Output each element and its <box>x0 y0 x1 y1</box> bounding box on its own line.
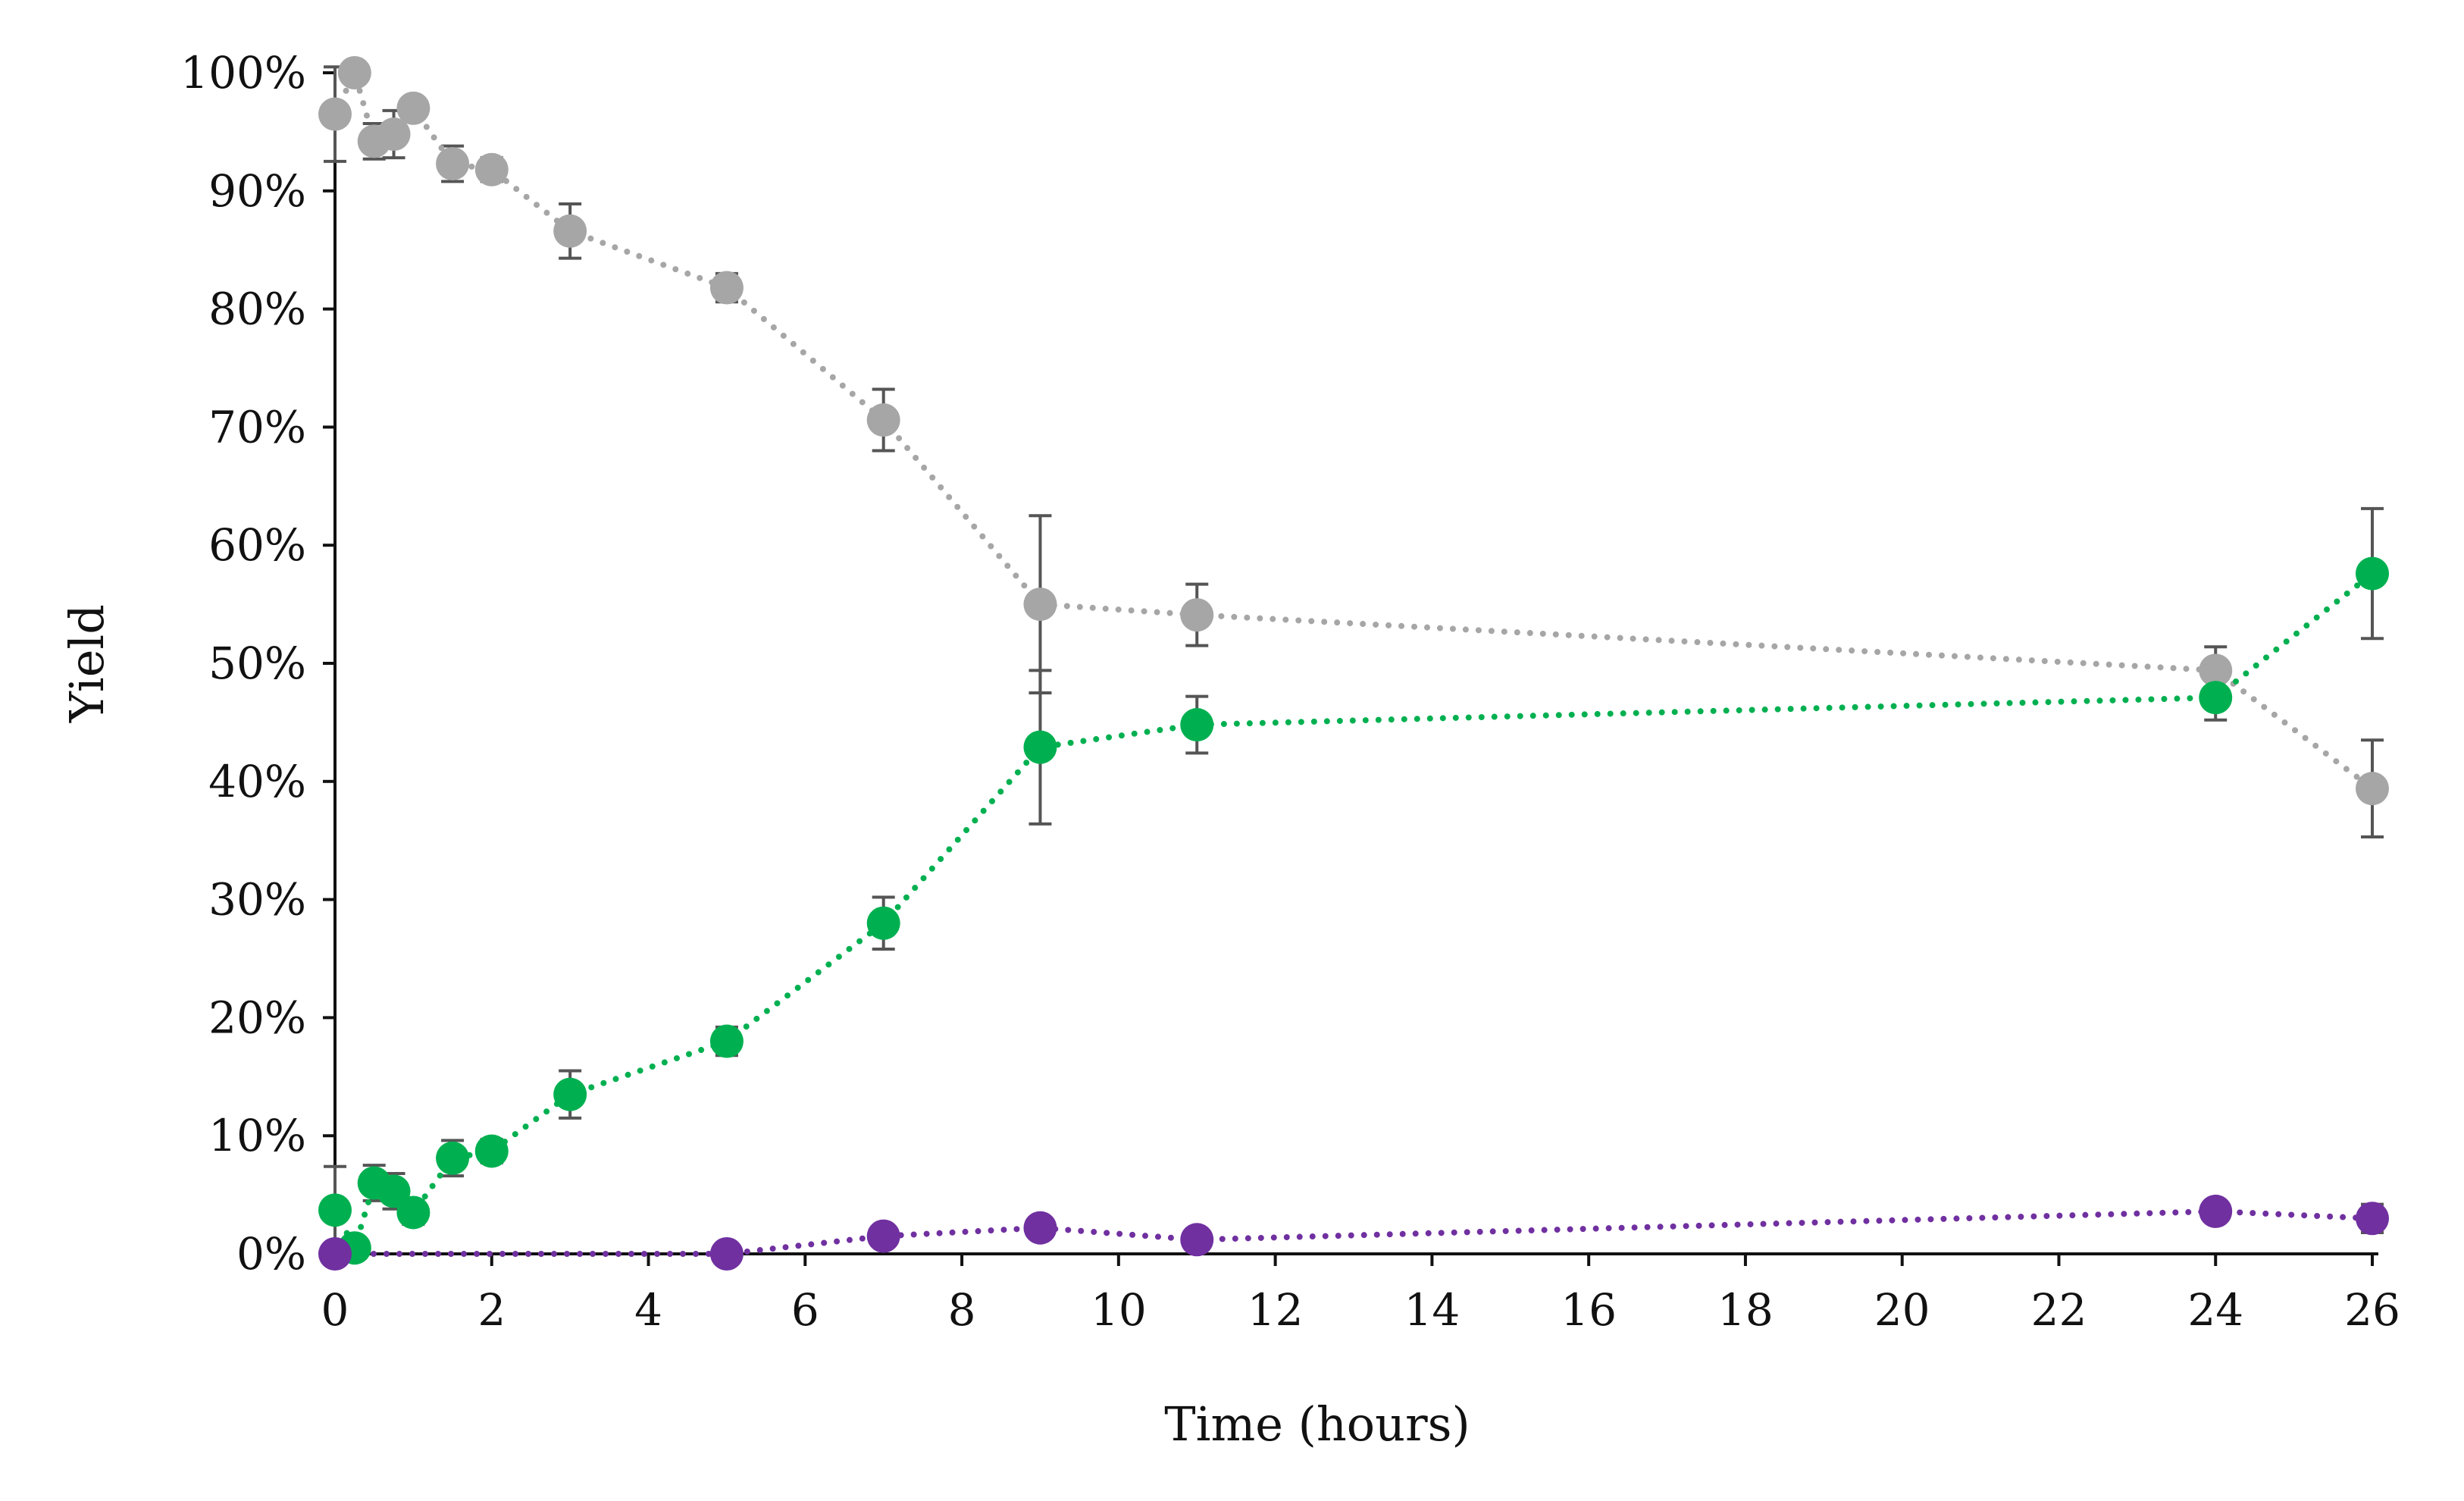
data-point-green <box>866 906 900 940</box>
data-point-green <box>1180 708 1214 742</box>
x-tick-label: 24 <box>2187 1284 2243 1336</box>
data-points <box>318 56 2389 1271</box>
x-tick-label: 10 <box>1091 1284 1147 1336</box>
x-tick-label: 6 <box>791 1284 819 1336</box>
x-tick-label: 18 <box>1717 1284 1774 1336</box>
data-point-gray <box>318 97 352 131</box>
x-tick-label: 12 <box>1248 1284 1304 1336</box>
x-tick-label: 22 <box>2031 1284 2087 1336</box>
data-point-green <box>2199 681 2233 715</box>
data-point-green <box>396 1195 430 1230</box>
x-tick-label: 4 <box>634 1284 662 1336</box>
data-point-green <box>318 1193 352 1227</box>
x-tick-label: 26 <box>2344 1284 2400 1336</box>
y-tick-label: 0% <box>236 1228 306 1280</box>
data-point-purple <box>318 1237 352 1271</box>
data-point-green <box>1023 730 1057 764</box>
data-point-gray <box>396 91 430 125</box>
data-point-green <box>436 1141 470 1175</box>
data-point-purple <box>1023 1211 1057 1245</box>
error-bars <box>324 65 2384 1255</box>
y-axis-title: Yield <box>59 604 114 723</box>
data-point-gray <box>337 56 371 89</box>
data-point-gray <box>2199 653 2233 688</box>
x-tick-label: 20 <box>1874 1284 1930 1336</box>
y-tick-label: 50% <box>208 638 306 689</box>
x-tick-label: 8 <box>948 1284 976 1336</box>
y-tick-label: 30% <box>208 874 306 926</box>
series-line-green <box>332 570 2375 1252</box>
data-point-purple <box>866 1219 900 1253</box>
data-point-gray <box>1180 598 1214 632</box>
x-tick-label: 14 <box>1404 1284 1460 1336</box>
data-point-gray <box>866 403 900 437</box>
data-point-gray <box>474 152 509 186</box>
data-point-purple <box>2356 1202 2389 1236</box>
x-tick-label: 0 <box>321 1284 349 1336</box>
data-point-green <box>474 1134 509 1168</box>
data-point-purple <box>709 1237 744 1271</box>
data-point-gray <box>436 146 470 180</box>
x-tick-label: 2 <box>477 1284 506 1336</box>
y-tick-label: 80% <box>208 284 306 335</box>
series-line-gray <box>332 70 2375 792</box>
data-point-green <box>709 1024 744 1058</box>
data-point-gray <box>377 118 411 152</box>
y-tick-label: 90% <box>208 165 306 217</box>
y-tick-label: 10% <box>208 1110 306 1161</box>
series-lines <box>332 70 2375 1257</box>
data-point-green <box>553 1077 587 1111</box>
series-line-purple <box>332 1208 2375 1257</box>
data-point-purple <box>1180 1223 1214 1257</box>
y-tick-label: 20% <box>208 992 306 1043</box>
x-axis-title: Time (hours) <box>1164 1396 1470 1452</box>
data-point-purple <box>2199 1194 2233 1228</box>
x-tick-label: 16 <box>1561 1284 1617 1336</box>
data-point-green <box>2356 556 2389 591</box>
y-tick-label: 70% <box>208 401 306 453</box>
data-point-gray <box>553 214 587 248</box>
y-tick-label: 60% <box>208 519 306 571</box>
data-point-gray <box>709 271 744 305</box>
y-tick-label: 100% <box>180 47 306 99</box>
y-tick-label: 40% <box>208 756 306 807</box>
data-point-gray <box>2356 772 2389 806</box>
data-point-green <box>377 1174 411 1208</box>
axes: 0%10%20%30%40%50%60%70%80%90%100%0 2 4 6 8 10… <box>180 47 2400 1336</box>
data-point-gray <box>1023 588 1057 622</box>
